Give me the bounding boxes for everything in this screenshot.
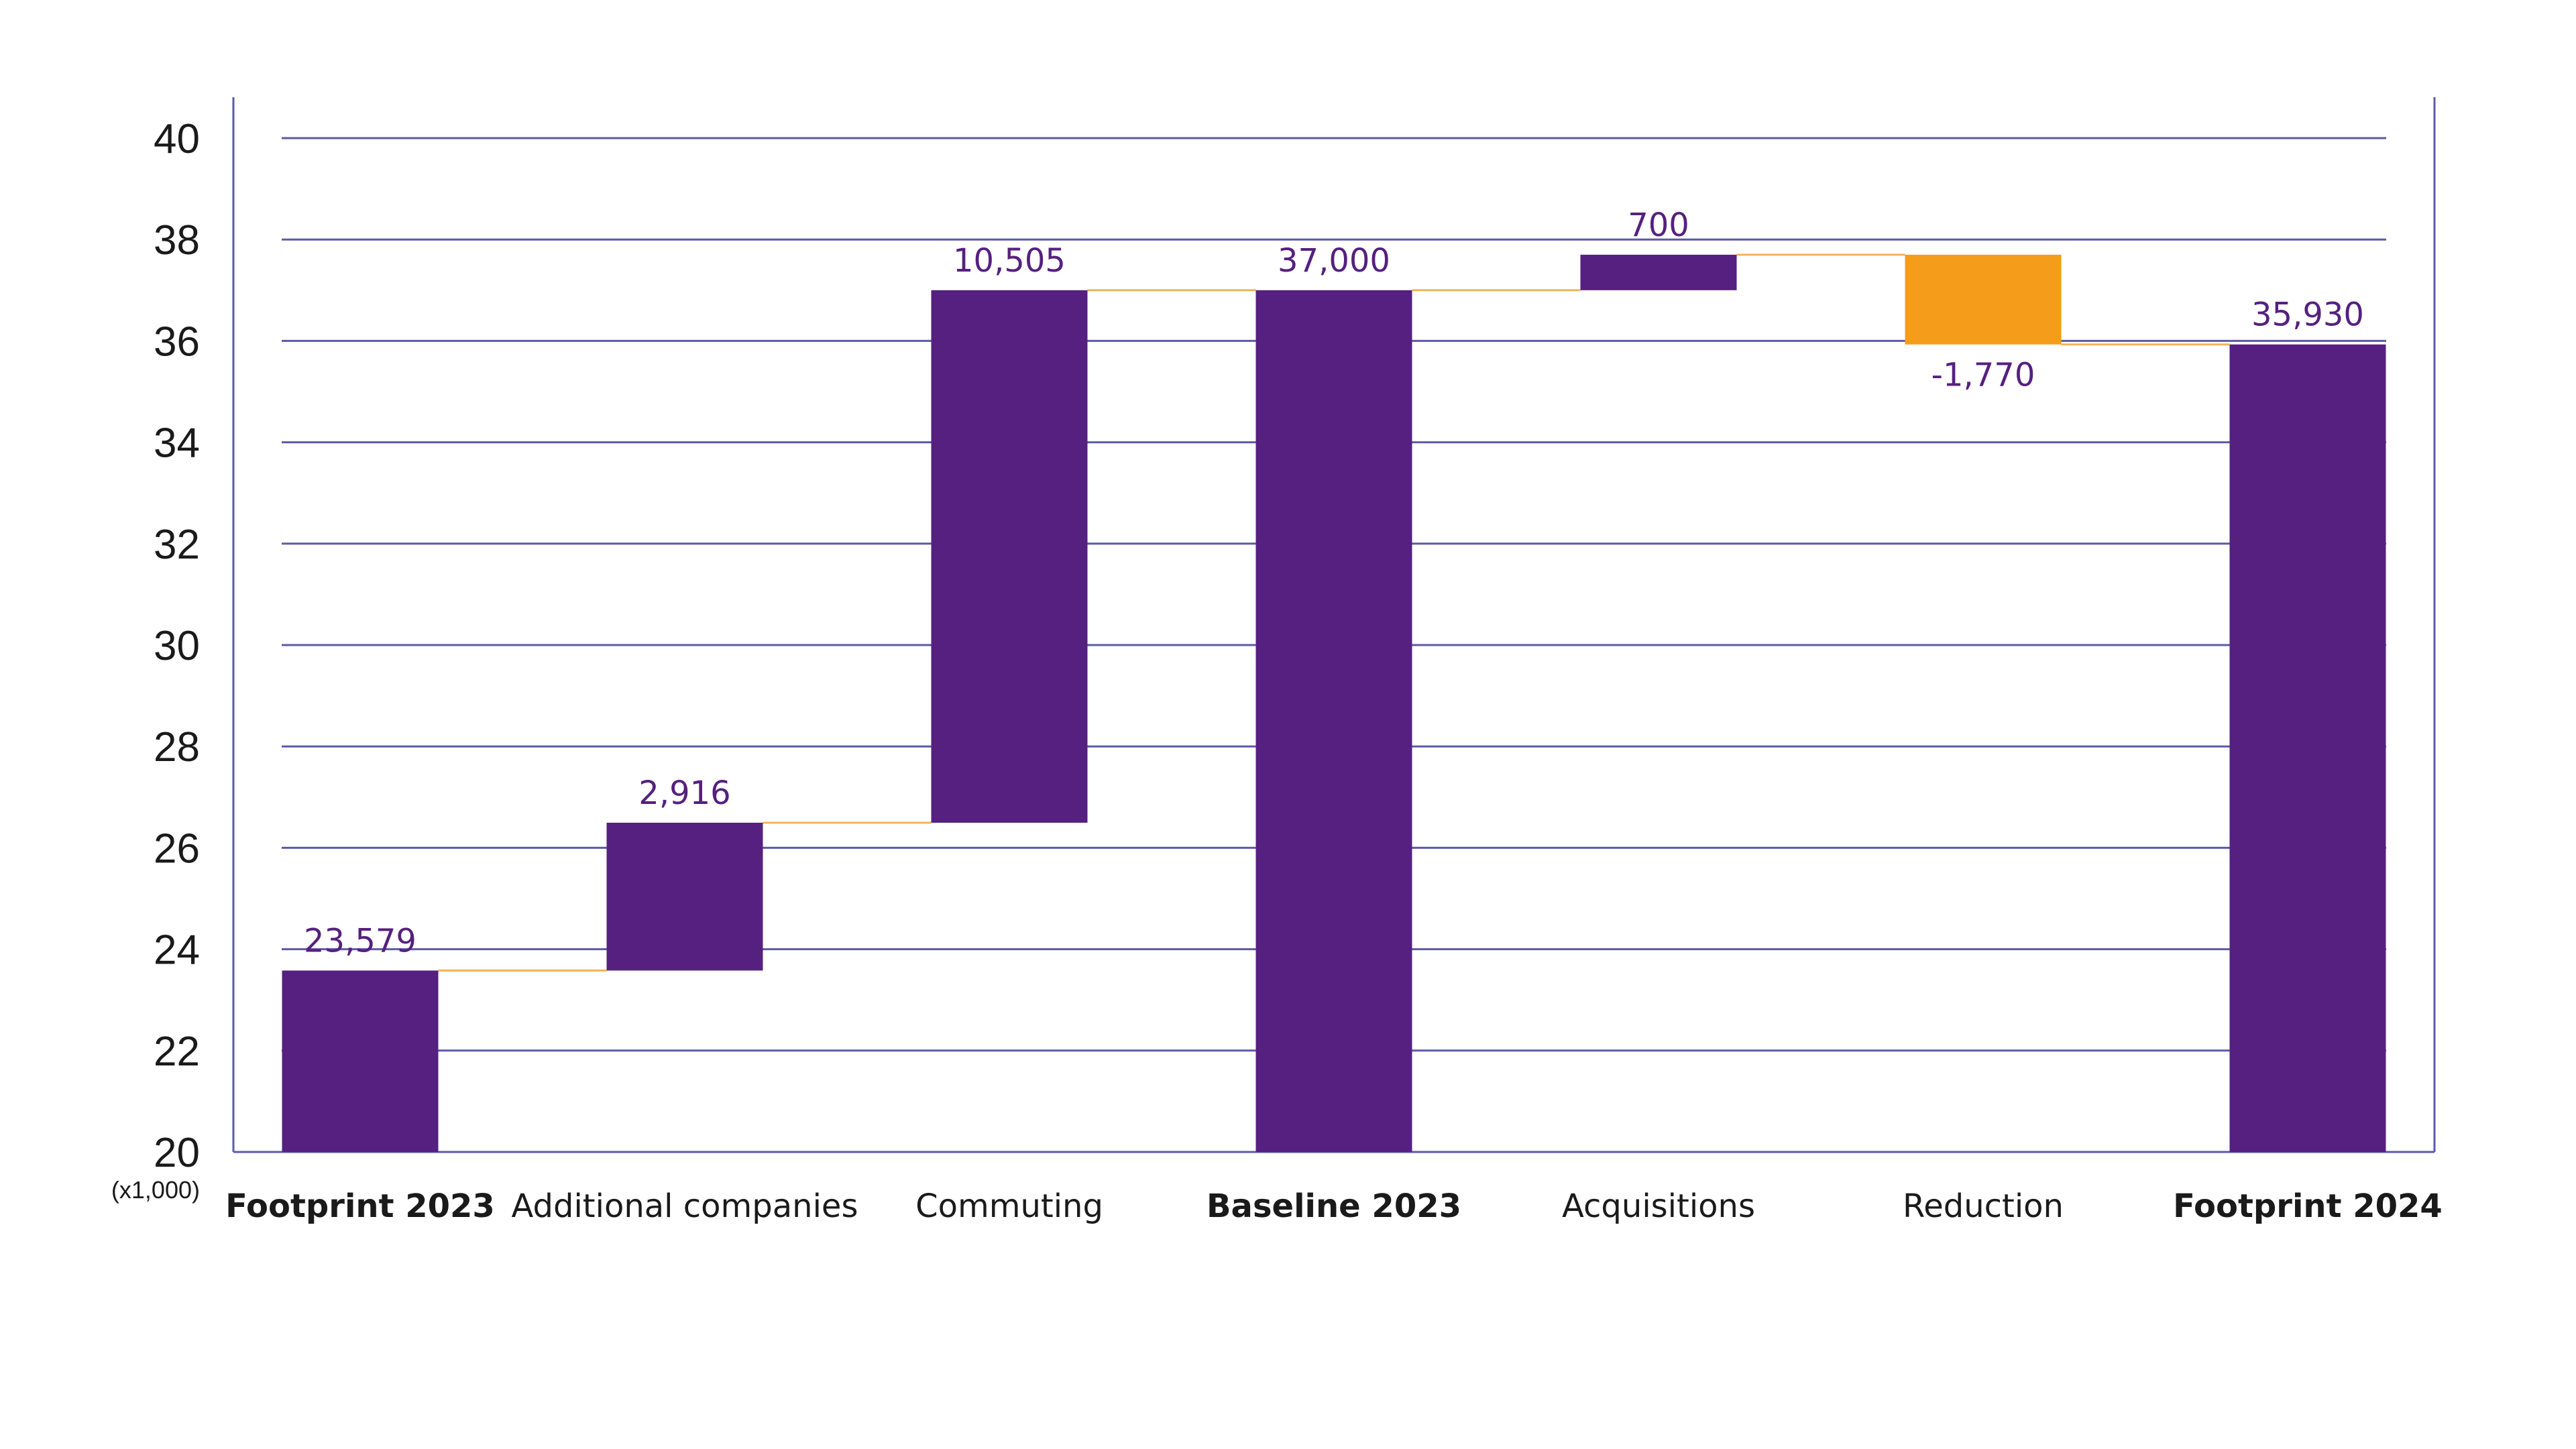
x-category-label: Baseline 2023 (1207, 1187, 1461, 1225)
bars (282, 254, 2386, 1152)
y-tick-label: 22 (154, 1029, 200, 1075)
y-tick-label: 36 (154, 318, 200, 365)
data-label: 35,930 (2251, 296, 2364, 334)
bar-baseline-2023 (1255, 290, 1412, 1152)
y-tick-label: 26 (154, 825, 200, 872)
y-tick-label: 30 (154, 623, 200, 669)
bar-acquisitions (1580, 254, 1737, 290)
y-axis-unit-label: (x1,000) (111, 1176, 200, 1204)
data-label: 37,000 (1278, 242, 1390, 280)
data-label: 2,916 (638, 774, 730, 812)
x-category-label: Reduction (1903, 1187, 2064, 1225)
x-category-label: Footprint 2024 (2173, 1187, 2443, 1225)
data-label: 10,505 (953, 242, 1066, 280)
data-label: 700 (1628, 207, 1689, 244)
bar-footprint-2024 (2229, 344, 2386, 1152)
labels: 20 22 24 26 28 30 32 34 36 38 40 23,579 Footprint 20… (154, 116, 2443, 1225)
data-label: -1,770 (1931, 357, 2035, 394)
x-category-label: Footprint 2023 (225, 1187, 495, 1225)
bar-footprint-2023 (282, 970, 439, 1152)
x-category-label: Commuting (915, 1187, 1103, 1225)
connectors (438, 253, 2230, 972)
bar-commuting (931, 290, 1088, 823)
data-label: 23,579 (304, 922, 416, 960)
y-tick-label: 28 (154, 724, 200, 770)
y-tick-label: 40 (154, 116, 200, 162)
y-tick-label: 34 (154, 420, 200, 467)
bar-reduction (1905, 254, 2062, 345)
bar-additional-companies (606, 822, 763, 971)
y-tick-label: 32 (154, 522, 200, 568)
x-category-label: Acquisitions (1562, 1187, 1755, 1225)
y-tick-label: 38 (154, 217, 200, 264)
y-tick-label: 20 (154, 1130, 200, 1176)
x-category-label: Additional companies (512, 1187, 858, 1225)
y-tick-label: 24 (154, 927, 200, 974)
